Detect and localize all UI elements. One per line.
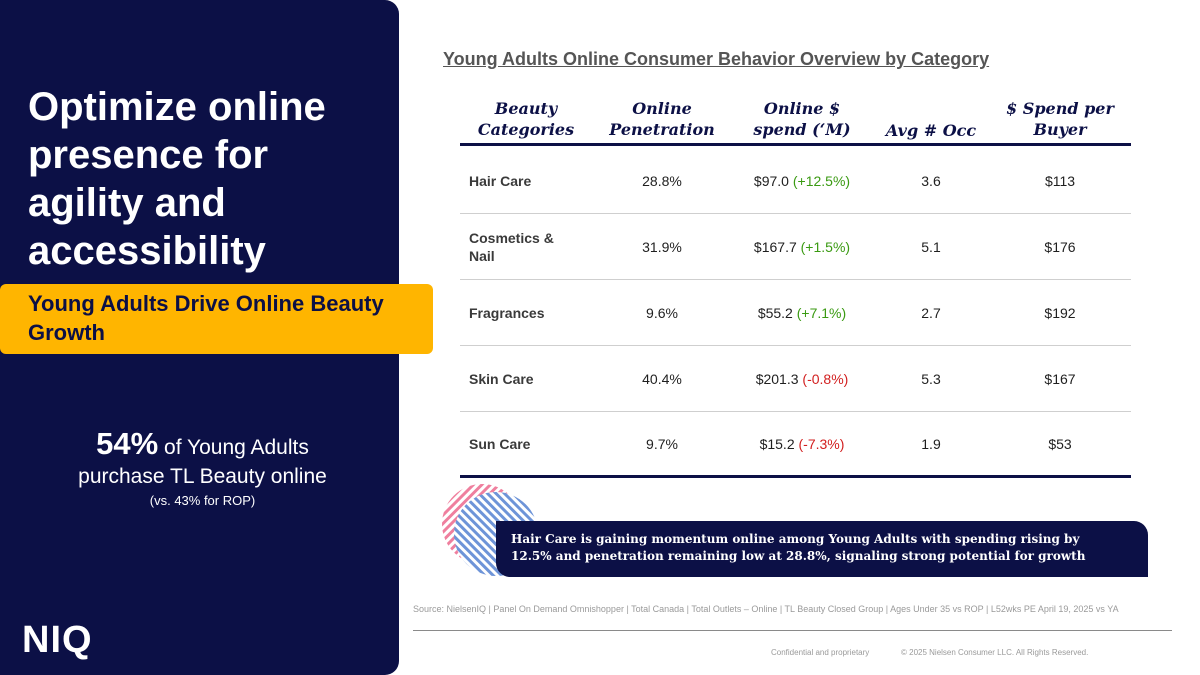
callout-line2: 12.5% and penetration remaining low at 2…	[511, 549, 1086, 563]
left-panel: Optimize online presence for agility and…	[0, 0, 433, 675]
stat-line2: purchase TL Beauty online	[78, 465, 327, 488]
row-spend-per-buyer: $113	[1044, 172, 1076, 189]
row-category: Skin Care	[469, 370, 534, 387]
row-avg-occ: 1.9	[921, 435, 941, 452]
table-row: Cosmetics & Nail 31.9% $167.7 (+1.5%) 5.…	[460, 214, 1131, 280]
header-spend-per-buyer: $ Spend per Buyer	[1006, 99, 1114, 139]
row-spend-per-buyer: $192	[1044, 304, 1076, 321]
row-change: (+7.1%)	[796, 304, 847, 321]
table-row: Hair Care 28.8% $97.0 (+12.5%) 3.6 $113	[460, 148, 1131, 214]
row-penetration: 9.6%	[646, 304, 678, 321]
row-spend: $97.0	[753, 172, 789, 189]
header-categories: Beauty Categories	[477, 99, 575, 139]
header-avg-occ: Avg # Occ	[885, 121, 977, 140]
row-penetration: 9.7%	[646, 435, 678, 452]
table-row: Skin Care 40.4% $201.3 (-0.8%) 5.3 $167	[460, 346, 1131, 412]
row-change: (-7.3%)	[798, 435, 845, 452]
table-row: Fragrances 9.6% $55.2 (+7.1%) 2.7 $192	[460, 280, 1131, 346]
niq-logo: NIQ	[22, 619, 93, 661]
row-category: Cosmetics & Nail	[469, 229, 554, 264]
row-spend: $167.7	[753, 238, 797, 255]
header-spend: Online $ spend (‘M)	[753, 99, 851, 139]
row-avg-occ: 2.7	[921, 304, 941, 321]
row-change: (+1.5%)	[800, 238, 851, 255]
table-row: Sun Care 9.7% $15.2 (-7.3%) 1.9 $53	[460, 412, 1131, 478]
row-spend-cell: $55.2 (+7.1%)	[732, 280, 872, 345]
row-change: (+12.5%)	[792, 172, 851, 189]
row-spend-per-buyer: $167	[1044, 370, 1076, 387]
banner: Young Adults Drive Online Beauty Growth	[0, 284, 433, 354]
row-spend-per-buyer: $176	[1044, 238, 1076, 255]
row-change: (-0.8%)	[802, 370, 849, 387]
row-spend-cell: $15.2 (-7.3%)	[732, 412, 872, 475]
row-penetration: 40.4%	[642, 370, 682, 387]
row-spend-cell: $167.7 (+1.5%)	[732, 214, 872, 279]
footer-divider	[413, 630, 1172, 631]
row-spend-cell: $97.0 (+12.5%)	[732, 148, 872, 213]
stat-number: 54%	[96, 426, 159, 461]
row-penetration: 28.8%	[642, 172, 682, 189]
row-spend: $201.3	[755, 370, 799, 387]
footer-confidential: Confidential and proprietary	[771, 648, 870, 657]
row-avg-occ: 3.6	[921, 172, 941, 189]
row-spend: $15.2	[759, 435, 795, 452]
stat-block: 54% of Young Adults purchase TL Beauty o…	[40, 428, 365, 510]
row-penetration: 31.9%	[642, 238, 682, 255]
row-category: Hair Care	[469, 172, 532, 189]
table-title: Young Adults Online Consumer Behavior Ov…	[443, 49, 990, 69]
headline: Optimize online presence for agility and…	[28, 85, 326, 273]
footer-copyright: © 2025 Nielsen Consumer LLC. All Rights …	[901, 648, 1089, 657]
insight-callout: Hair Care is gaining momentum online amo…	[496, 521, 1148, 577]
header-penetration: Online Penetration	[609, 99, 715, 139]
stat-line1: 54% of Young Adults	[40, 428, 365, 464]
stat-line1-text: of Young Adults	[158, 436, 309, 459]
source-note: Source: NielsenIQ | Panel On Demand Omni…	[413, 604, 1119, 614]
row-spend-cell: $201.3 (-0.8%)	[732, 346, 872, 411]
row-spend-per-buyer: $53	[1048, 435, 1072, 452]
callout-line1: Hair Care is gaining momentum online amo…	[511, 532, 1080, 546]
table-header: Beauty Categories Online Penetration Onl…	[460, 98, 1131, 146]
row-spend: $55.2	[757, 304, 793, 321]
row-category: Sun Care	[469, 435, 531, 452]
stat-note: (vs. 43% for ROP)	[149, 493, 256, 508]
row-avg-occ: 5.1	[921, 238, 941, 255]
row-category: Fragrances	[469, 304, 545, 321]
row-avg-occ: 5.3	[921, 370, 941, 387]
